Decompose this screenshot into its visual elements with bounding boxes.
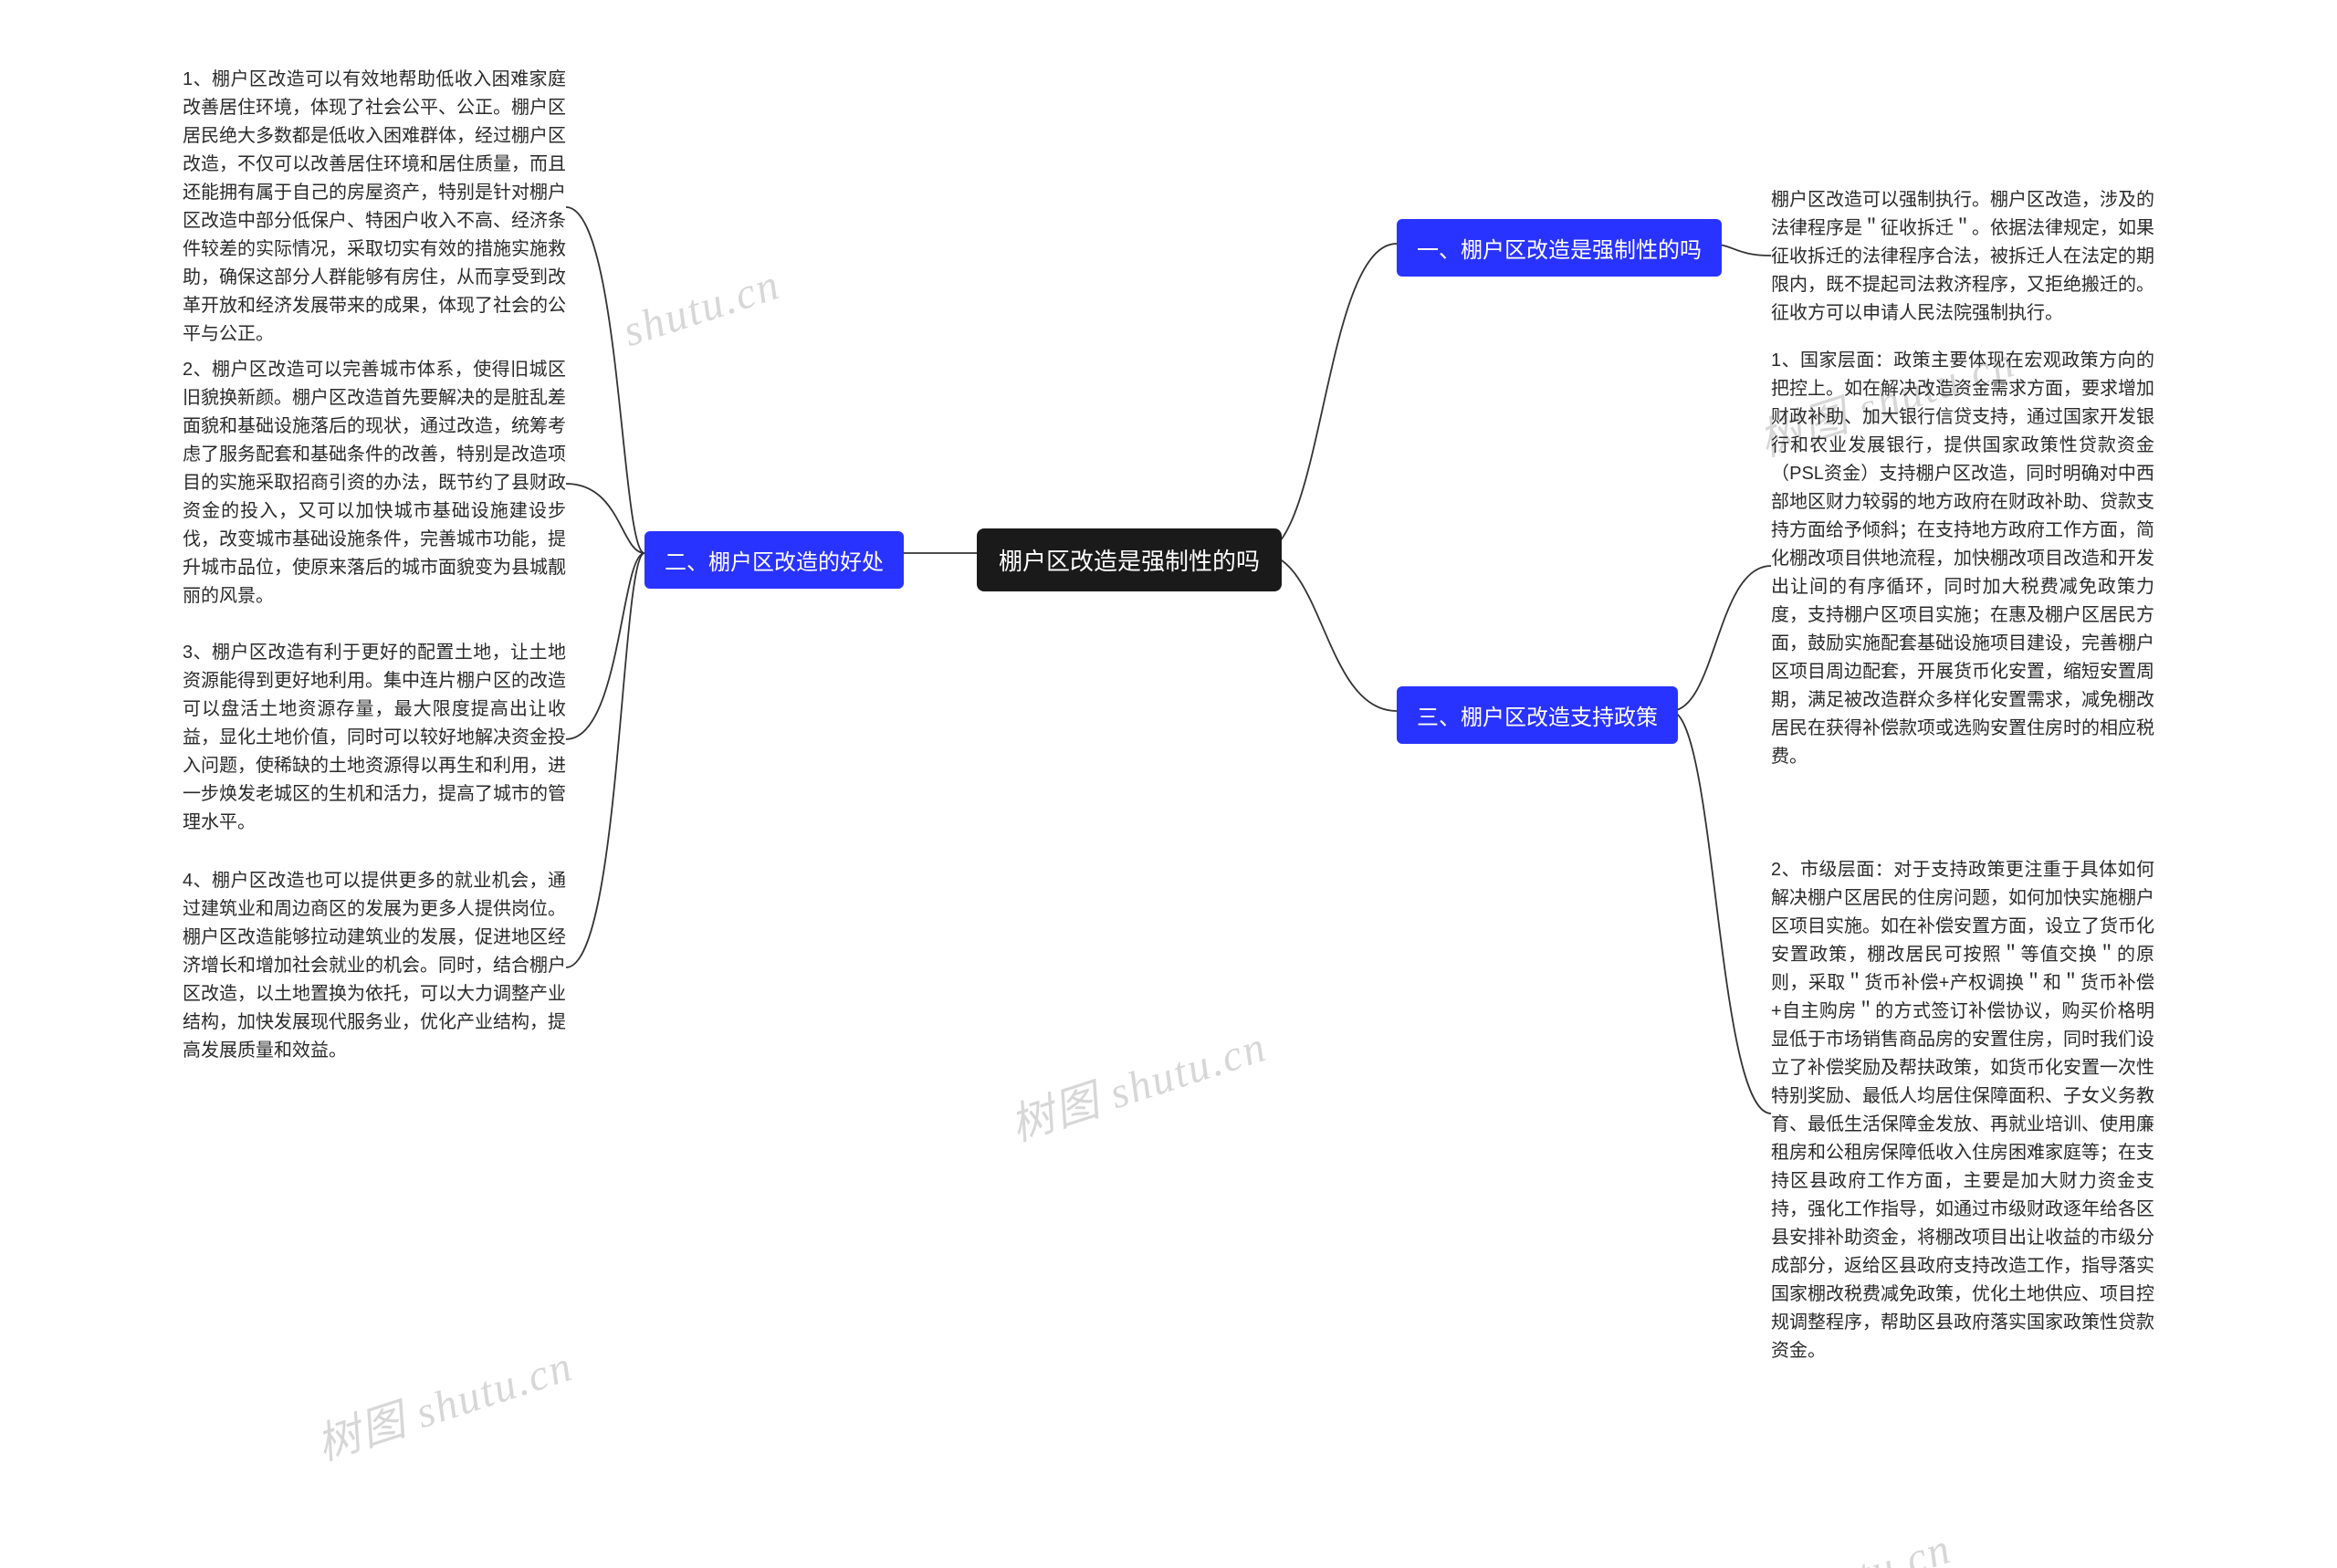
section-label: 三、棚户区改造支持政策	[1417, 706, 1658, 730]
leaf-benefit-3: 3、棚户区改造有利于更好的配置土地，让土地资源能得到更好地利用。集中连片棚户区的…	[183, 639, 566, 837]
section-label: 二、棚户区改造的好处	[665, 550, 884, 575]
section-mandatory[interactable]: 一、棚户区改造是强制性的吗	[1397, 219, 1722, 277]
conn-r3-b	[1671, 711, 1771, 1113]
leaf-benefit-2: 2、棚户区改造可以完善城市体系，使得旧城区旧貌换新颜。棚户区改造首先要解决的是脏…	[183, 356, 566, 611]
root-label: 棚户区改造是强制性的吗	[999, 548, 1260, 575]
watermark: shutu.cn	[617, 259, 787, 357]
conn-root-r1	[1260, 244, 1397, 553]
leaf-benefit-1: 1、棚户区改造可以有效地帮助低收入困难家庭改善居住环境，体现了社会公平、公正。棚…	[183, 66, 566, 349]
section-policy[interactable]: 三、棚户区改造支持政策	[1397, 686, 1678, 744]
leaf-benefit-4: 4、棚户区改造也可以提供更多的就业机会，通过建筑业和周边商区的发展为更多人提供岗…	[183, 867, 566, 1065]
leaf-mandatory-text: 棚户区改造可以强制执行。棚户区改造，涉及的法律程序是＂征收拆迁＂。依据法律规定，…	[1771, 186, 2154, 328]
conn-left-l1	[566, 207, 645, 553]
conn-r3-a	[1671, 566, 1771, 711]
section-benefits[interactable]: 二、棚户区改造的好处	[645, 531, 904, 589]
conn-left-l3	[566, 553, 645, 739]
root-node[interactable]: 棚户区改造是强制性的吗	[977, 528, 1282, 591]
watermark: 树图 shutu.cn	[1001, 1010, 1273, 1154]
watermark: 树图 shutu.cn	[1685, 1512, 1958, 1568]
conn-left-l2	[566, 484, 645, 553]
section-label: 一、棚户区改造是强制性的吗	[1417, 238, 1702, 263]
leaf-policy-city: 2、市级层面：对于支持政策更注重于具体如何解决棚户区居民的住房问题，如何加快实施…	[1771, 856, 2154, 1365]
conn-left-l4	[566, 553, 645, 967]
watermark: 树图 shutu.cn	[307, 1330, 580, 1473]
leaf-policy-national: 1、国家层面：政策主要体现在宏观政策方向的把控上。如在解决改造资金需求方面，要求…	[1771, 347, 2154, 771]
